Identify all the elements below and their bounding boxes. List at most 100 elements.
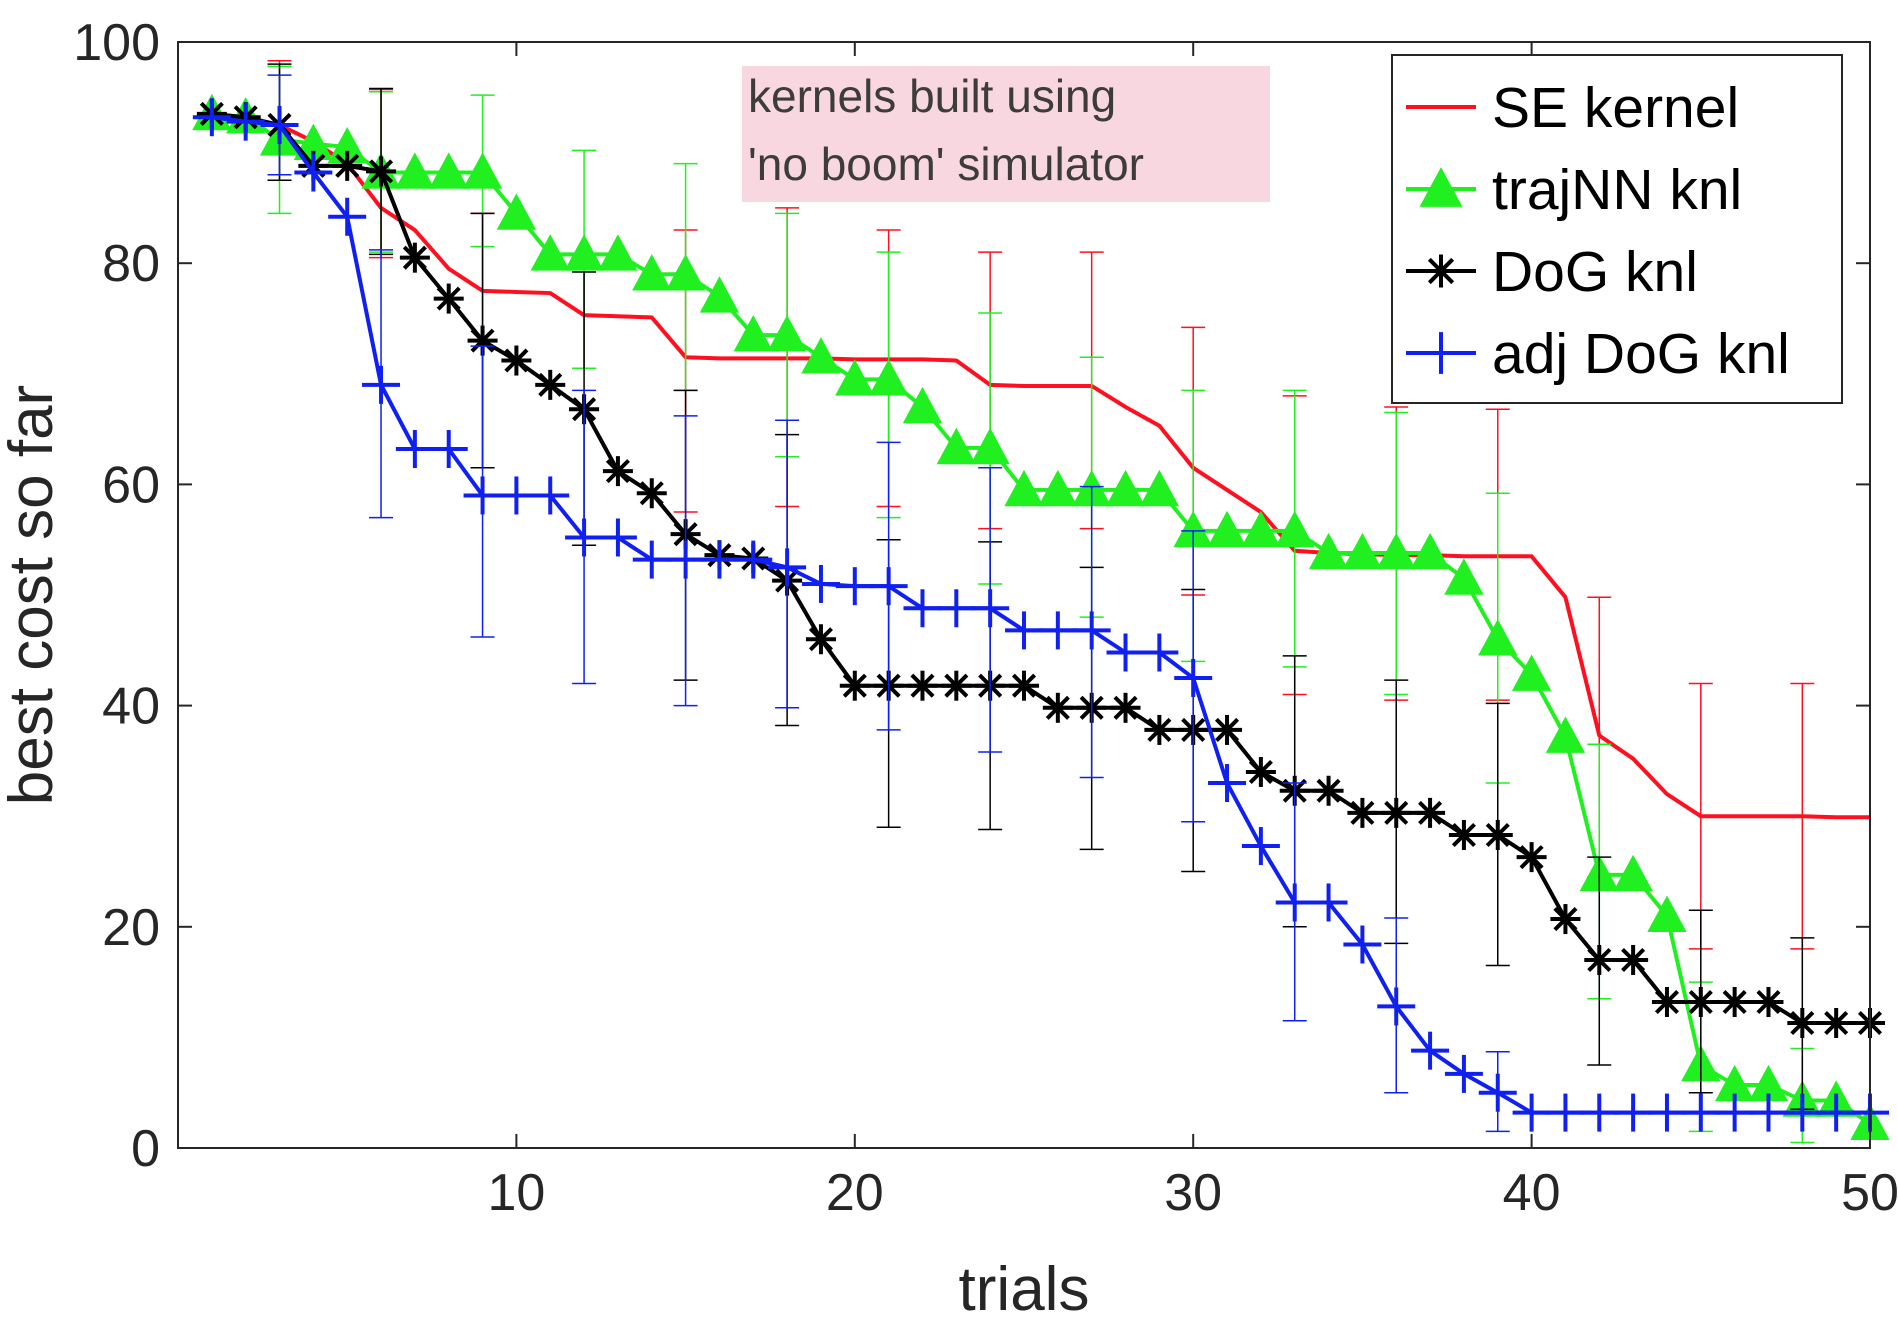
data-point-dog-knl xyxy=(1821,1008,1852,1039)
annotation-line-1: kernels built using xyxy=(748,70,1116,122)
data-point-dog-knl xyxy=(1787,1008,1818,1039)
data-point-dog-knl xyxy=(501,345,532,376)
data-point-adj-dog-knl xyxy=(1377,987,1416,1026)
data-point-dog-knl xyxy=(1042,692,1073,723)
data-point-trajnn-knl xyxy=(801,337,841,374)
data-point-dog-knl xyxy=(1009,670,1039,701)
data-point-dog-knl xyxy=(907,670,938,701)
legend-label: trajNN knl xyxy=(1492,158,1742,222)
data-point-adj-dog-knl xyxy=(1681,1093,1720,1132)
data-point-adj-dog-knl xyxy=(395,430,434,469)
data-point-trajnn-knl xyxy=(1410,532,1450,570)
data-point-trajnn-knl xyxy=(835,359,875,396)
data-point-dog-knl xyxy=(1313,775,1344,806)
data-point-trajnn-knl xyxy=(665,254,706,291)
data-point-adj-dog-knl xyxy=(1140,633,1179,672)
data-point-trajnn-knl xyxy=(733,314,773,352)
data-point-dog-knl xyxy=(535,369,566,400)
y-tick-label: 60 xyxy=(102,456,160,514)
data-point-adj-dog-knl xyxy=(1647,1093,1686,1132)
data-point-trajnn-knl xyxy=(1376,532,1416,570)
annotation-background xyxy=(742,66,1270,202)
legend-entry-adj-dog-knl: adj DoG knl xyxy=(1406,322,1790,386)
data-point-trajnn-knl xyxy=(699,276,740,313)
data-point-dog-knl xyxy=(1245,756,1276,787)
data-point-trajnn-knl xyxy=(564,234,604,271)
data-point-adj-dog-knl xyxy=(429,430,468,469)
marker-stroke xyxy=(1654,989,1679,1015)
axes-box xyxy=(177,41,1871,1149)
plot-area xyxy=(192,60,1890,1144)
marker-stroke xyxy=(842,673,867,698)
y-axis-title: best cost so far xyxy=(0,385,66,805)
data-point-trajnn-knl xyxy=(1275,510,1315,548)
data-point-adj-dog-knl xyxy=(835,567,874,606)
data-point-trajnn-knl xyxy=(936,427,976,465)
marker-stroke xyxy=(1790,1011,1815,1036)
marker-stroke xyxy=(639,481,664,506)
data-point-adj-dog-knl xyxy=(666,540,705,579)
x-axis-title: trials xyxy=(959,1255,1090,1324)
data-point-adj-dog-knl xyxy=(1817,1093,1856,1132)
data-point-adj-dog-knl xyxy=(531,476,570,515)
marker-stroke xyxy=(1215,717,1240,742)
x-tick-label: 50 xyxy=(1841,1164,1898,1222)
marker-stroke xyxy=(910,673,935,698)
marker-stroke xyxy=(1045,695,1070,720)
legend-entry-se-kernel: SE kernel xyxy=(1406,76,1739,140)
x-tick-label: 40 xyxy=(1503,1164,1561,1222)
legend-marker xyxy=(1420,332,1462,374)
data-point-adj-dog-knl xyxy=(903,589,942,628)
data-point-adj-dog-knl xyxy=(1343,925,1382,964)
legend-label: DoG knl xyxy=(1492,240,1698,304)
legend-label: adj DoG knl xyxy=(1492,322,1790,386)
marker-stroke xyxy=(1147,717,1172,742)
marker-stroke xyxy=(1688,989,1713,1015)
data-point-trajnn-knl xyxy=(767,314,807,352)
marker-stroke xyxy=(1384,800,1409,825)
annotation-line-2: 'no boom' simulator xyxy=(748,138,1144,190)
annotation-box: kernels built using 'no boom' simulator xyxy=(742,66,1270,202)
data-point-adj-dog-knl xyxy=(700,540,739,579)
data-point-adj-dog-knl xyxy=(937,589,976,628)
data-point-dog-knl xyxy=(1448,820,1479,851)
y-tick-label: 40 xyxy=(102,678,160,736)
data-point-adj-dog-knl xyxy=(869,567,908,606)
marker-stroke xyxy=(1824,1011,1849,1036)
marker-stroke xyxy=(1011,673,1037,698)
data-point-dog-knl xyxy=(1144,714,1175,745)
data-point-trajnn-knl xyxy=(1613,854,1653,892)
data-point-dog-knl xyxy=(602,456,633,487)
marker-stroke xyxy=(1316,778,1341,803)
data-point-adj-dog-knl xyxy=(1411,1031,1450,1070)
marker-stroke xyxy=(369,159,394,184)
marker-stroke xyxy=(470,328,495,353)
marker-stroke xyxy=(1621,947,1646,972)
marker-stroke xyxy=(402,245,427,270)
data-point-adj-dog-knl xyxy=(1038,611,1077,650)
data-point-dog-knl xyxy=(1212,714,1243,745)
data-point-trajnn-knl xyxy=(1004,469,1044,507)
data-point-trajnn-knl xyxy=(1207,510,1247,548)
data-point-dog-knl xyxy=(332,150,363,181)
marker-stroke xyxy=(1485,822,1510,848)
data-point-trajnn-knl xyxy=(1308,532,1349,570)
marker-stroke xyxy=(436,286,461,311)
x-tick-label: 20 xyxy=(826,1164,884,1222)
marker-stroke xyxy=(808,627,833,652)
data-point-dog-knl xyxy=(636,478,667,509)
marker-stroke xyxy=(1519,845,1544,870)
data-point-adj-dog-knl xyxy=(1072,611,1111,650)
data-point-adj-dog-knl xyxy=(1715,1093,1754,1132)
data-point-adj-dog-knl xyxy=(1275,883,1314,922)
legend-entry-trajnn-knl: trajNN knl xyxy=(1406,158,1742,222)
data-point-adj-dog-knl xyxy=(1614,1093,1653,1132)
legend-box xyxy=(1391,54,1843,404)
data-point-adj-dog-knl xyxy=(1546,1093,1585,1132)
marker-stroke xyxy=(538,372,563,397)
data-point-adj-dog-knl xyxy=(1241,827,1280,866)
data-point-dog-knl xyxy=(1753,987,1784,1018)
marker-stroke xyxy=(1113,695,1138,720)
data-point-trajnn-knl xyxy=(1511,654,1552,691)
legend-entries: SE kernel trajNN knl DoG knl adj DoG knl xyxy=(1406,76,1790,386)
